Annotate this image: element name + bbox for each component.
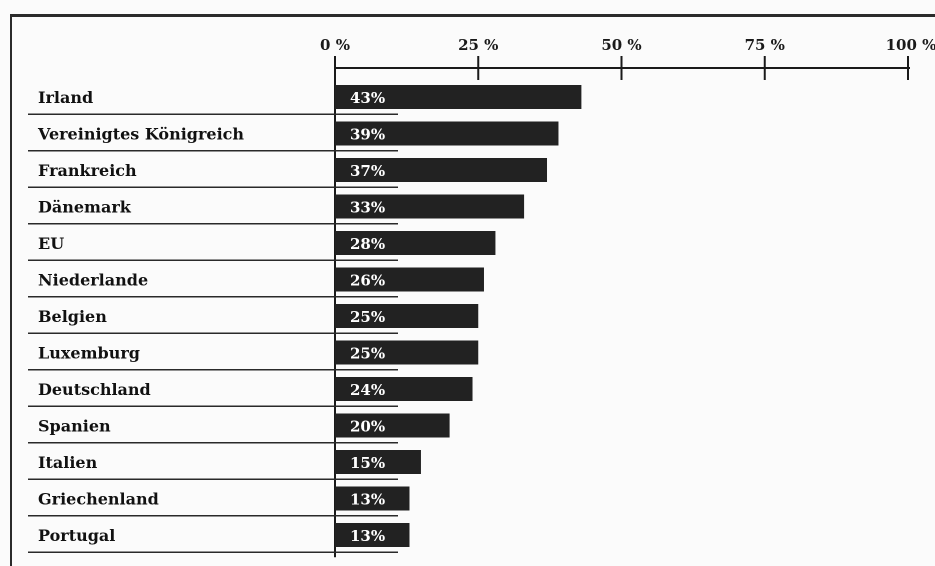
category-label: Griechenland (38, 490, 159, 509)
bar-value-label: 13% (350, 527, 385, 545)
category-label: Irland (38, 88, 93, 107)
bar (335, 231, 496, 255)
category-label: Spanien (38, 417, 111, 436)
category-label: Niederlande (38, 271, 148, 290)
bar (335, 523, 410, 547)
frame-left-border (10, 14, 12, 566)
x-tick-label: 75 % (745, 36, 785, 54)
x-tick-label: 25 % (458, 36, 498, 54)
bar-value-label: 28% (350, 235, 385, 253)
bar-value-label: 43% (350, 89, 385, 107)
category-label: Luxemburg (38, 344, 140, 363)
category-label: Dänemark (38, 198, 132, 217)
category-label: Vereinigtes Königreich (37, 125, 244, 144)
bar-value-label: 20% (350, 418, 385, 436)
bar-value-label: 24% (350, 381, 385, 399)
bar (335, 267, 484, 292)
category-label: Frankreich (38, 161, 137, 180)
bar (335, 121, 559, 146)
bar-value-label: 25% (350, 345, 385, 363)
x-tick-label: 0 % (320, 36, 350, 54)
frame-top-border (12, 14, 935, 17)
bar (335, 413, 450, 438)
bar-value-label: 15% (350, 454, 385, 472)
bar-value-label: 33% (350, 199, 385, 217)
bar (335, 340, 479, 365)
bar (335, 194, 525, 219)
bar (335, 377, 473, 401)
category-label: Italien (38, 453, 98, 472)
bar (335, 486, 410, 511)
bar-value-label: 39% (350, 126, 385, 144)
category-label: Deutschland (38, 380, 151, 399)
x-tick-label: 100 % (886, 36, 935, 54)
bar-value-label: 26% (350, 272, 385, 290)
category-label: Belgien (38, 307, 107, 326)
bar-value-label: 37% (350, 162, 385, 180)
bar-value-label: 13% (350, 491, 385, 509)
category-label: EU (38, 234, 64, 253)
bar (335, 85, 582, 109)
bar (335, 304, 479, 328)
bar (335, 158, 548, 182)
bar (335, 450, 421, 474)
bar-value-label: 25% (350, 308, 385, 326)
x-tick-label: 50 % (601, 36, 641, 54)
category-label: Portugal (38, 526, 115, 545)
